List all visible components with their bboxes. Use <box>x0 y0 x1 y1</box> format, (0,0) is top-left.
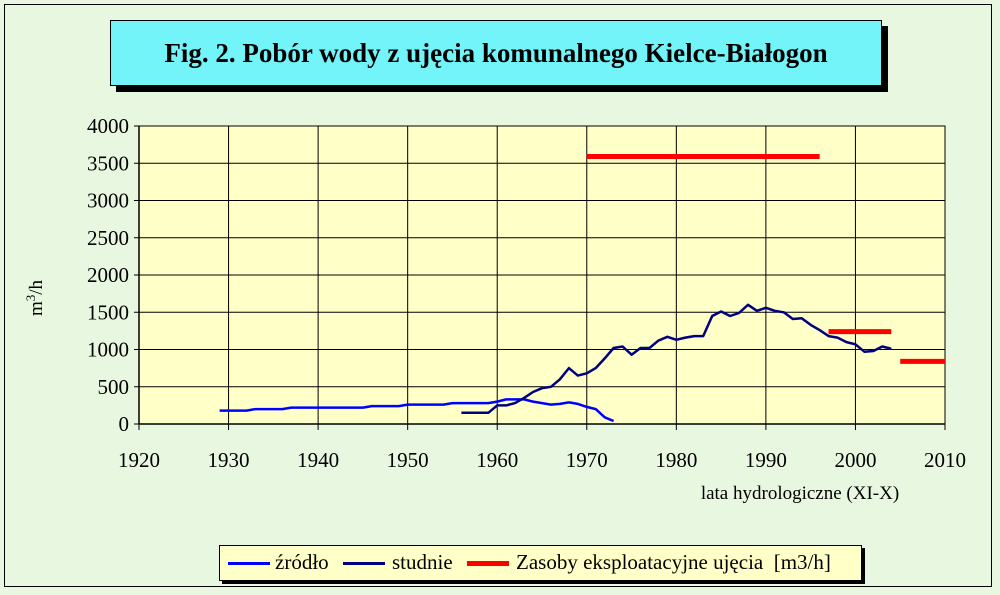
x-tick-label: 1980 <box>655 448 697 472</box>
legend: źródło studnie Zasoby eksploatacyjne uję… <box>219 545 862 581</box>
x-tick-label: 1940 <box>297 448 339 472</box>
legend-swatch-studnie <box>343 562 385 565</box>
legend-swatch-zasoby <box>467 561 509 566</box>
y-tick-label: 0 <box>119 412 130 436</box>
y-tick-label: 3000 <box>87 189 129 213</box>
y-tick-label: 2500 <box>87 226 129 250</box>
y-tick-label: 2000 <box>87 263 129 287</box>
x-tick-label: 1970 <box>566 448 608 472</box>
y-tick-label: 4000 <box>87 114 129 138</box>
x-tick-label: 1960 <box>476 448 518 472</box>
series-line-zrodlo <box>219 398 615 423</box>
axes <box>134 125 946 430</box>
y-tick-label: 3500 <box>87 151 129 175</box>
legend-label-zrodlo: źródło <box>275 550 329 574</box>
y-tick-label: 1000 <box>87 338 129 362</box>
axis-labels: 0 500 1000 1500 2000 2500 3000 3500 4000 1920 1930… <box>23 114 966 504</box>
x-tick-label: 1990 <box>745 448 787 472</box>
x-tick-label: 1930 <box>208 448 250 472</box>
x-tick-label: 1920 <box>118 448 160 472</box>
x-axis-title: lata hydrologiczne (XI-X) <box>701 483 899 504</box>
legend-label-studnie: studnie <box>392 550 453 574</box>
series-lines <box>219 154 945 423</box>
x-tick-label: 1950 <box>387 448 429 472</box>
y-tick-label: 500 <box>98 375 130 399</box>
x-tick-label: 2010 <box>924 448 966 472</box>
legend-label-zasoby: Zasoby eksploatacyjne ujęcia [m3/h] <box>516 550 831 574</box>
series-line-studnie <box>461 303 892 415</box>
y-axis-title: m3/h <box>23 279 47 316</box>
chart-title: Fig. 2. Pobór wody z ujęcia komunalnego … <box>110 20 882 86</box>
legend-swatch-zrodlo <box>228 562 270 565</box>
grid-lines <box>139 126 945 424</box>
x-tick-label: 2000 <box>834 448 876 472</box>
y-tick-label: 1500 <box>87 300 129 324</box>
